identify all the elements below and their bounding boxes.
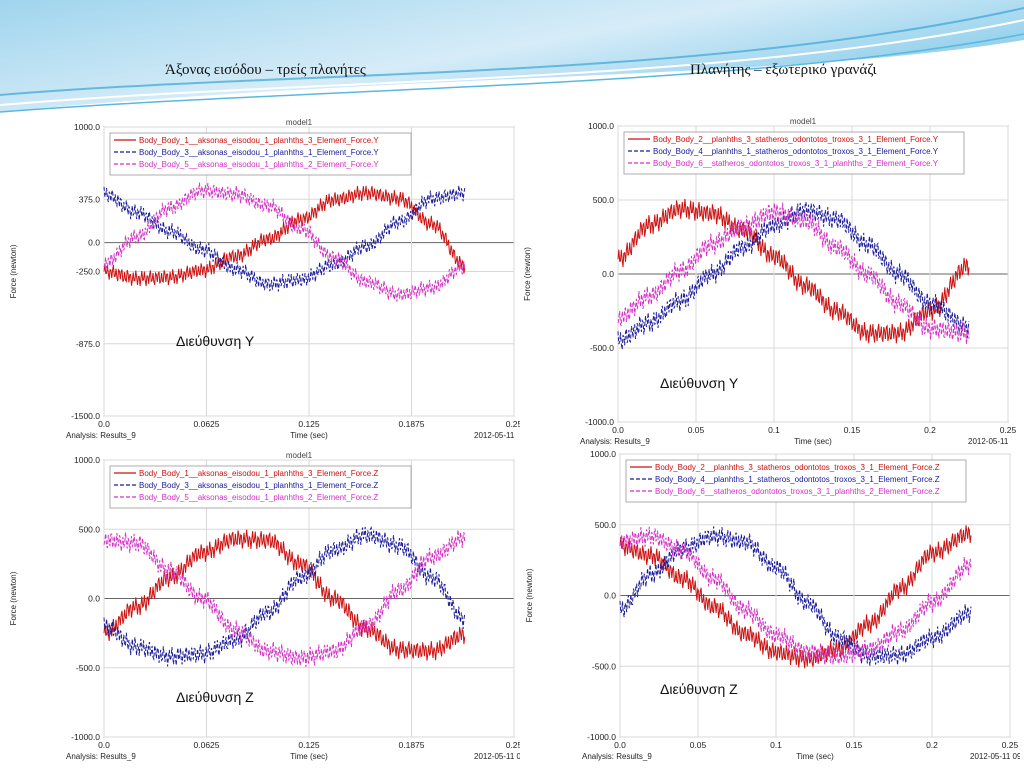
y-tick-label: -1000.0 xyxy=(587,732,616,742)
x-tick-label: 0.2 xyxy=(924,425,936,435)
series-line-1 xyxy=(617,198,970,344)
y-tick-label: 1000.0 xyxy=(588,121,614,131)
y-axis-label: Force (newton) xyxy=(525,568,534,622)
chart-title: model1 xyxy=(790,117,817,126)
x-tick-label: 0.05 xyxy=(688,425,705,435)
date-label: 2012-05-11 09 xyxy=(474,752,520,761)
slide-title-left: Άξονας εισόδου – τρείς πλανήτες xyxy=(165,62,366,78)
legend-entry: Body_Body_4__planhths_1_statheros_odonto… xyxy=(653,147,939,156)
x-tick-label: 0.0625 xyxy=(194,740,220,750)
analysis-label: Analysis: Results_9 xyxy=(66,752,136,761)
y-tick-label: -500.0 xyxy=(76,663,100,673)
y-tick-label: -500.0 xyxy=(592,661,616,671)
series-line-2 xyxy=(103,525,466,667)
legend-entry: Body_Body_6__statheros_odontotos_troxos_… xyxy=(653,159,939,168)
chart-title: model1 xyxy=(286,451,313,460)
y-tick-label: 500.0 xyxy=(79,524,101,534)
y-tick-label: -1000.0 xyxy=(585,417,614,427)
series-line-2 xyxy=(619,526,972,666)
x-tick-label: 0.0 xyxy=(98,419,110,429)
series-line-3 xyxy=(103,529,466,667)
y-tick-label: -250.0 xyxy=(76,267,100,277)
legend-entry: Body_Body_5__aksonas_eisodou_1_planhths_… xyxy=(139,493,378,502)
legend-box xyxy=(625,459,967,503)
series-line-3 xyxy=(103,182,466,302)
y-tick-label: 1000.0 xyxy=(74,455,100,465)
legend-box xyxy=(623,131,965,175)
legend-entry: Body_Body_3__aksonas_eisodou_1_planhths_… xyxy=(139,481,378,490)
direction-label: Διεύθυνση Ζ xyxy=(176,689,254,705)
y-tick-label: 0.0 xyxy=(602,269,614,279)
y-tick-label: -875.0 xyxy=(76,339,100,349)
analysis-label: Analysis: Results_9 xyxy=(582,752,652,761)
series-line-2 xyxy=(103,185,466,292)
x-tick-label: 0.25 xyxy=(506,740,520,750)
x-tick-label: 0.25 xyxy=(1002,740,1019,750)
legend-box xyxy=(109,132,412,176)
x-tick-label: 0.125 xyxy=(298,740,320,750)
analysis-label: Analysis: Results_9 xyxy=(66,431,136,440)
chart-title: model1 xyxy=(286,118,313,127)
y-tick-label: -1500.0 xyxy=(71,411,100,421)
direction-label: Διεύθυνση Υ xyxy=(660,375,739,391)
y-axis-label: Force (newton) xyxy=(9,571,18,625)
y-tick-label: 500.0 xyxy=(593,195,615,205)
y-tick-label: 0.0 xyxy=(88,594,100,604)
y-tick-label: 1000.0 xyxy=(590,449,616,459)
series-line-1 xyxy=(619,525,972,669)
date-label: 2012-05-11 xyxy=(968,437,1009,446)
x-tick-label: 0.0 xyxy=(614,740,626,750)
y-tick-label: 0.0 xyxy=(604,591,616,601)
direction-label: Διεύθυνση Ζ xyxy=(660,681,738,697)
x-tick-label: 0.2 xyxy=(926,740,938,750)
x-tick-label: 0.15 xyxy=(844,425,861,435)
legend-entry: Body_Body_1__aksonas_eisodou_1_planhths_… xyxy=(139,136,379,145)
chart-input-shaft-y: model11000.0375.00.0-250.0-875.0-1500.00… xyxy=(9,118,520,440)
legend-entry: Body_Body_2__planhths_3_statheros_odonto… xyxy=(655,463,940,472)
x-tick-label: 0.125 xyxy=(298,419,320,429)
x-axis-label: Time (sec) xyxy=(796,752,834,761)
series-line-1 xyxy=(103,185,466,287)
legend-entry: Body_Body_3__aksonas_eisodou_1_planhths_… xyxy=(139,148,379,157)
x-tick-label: 0.0625 xyxy=(194,419,220,429)
legend-entry: Body_Body_6__statheros_odontotos_troxos_… xyxy=(655,487,940,496)
x-tick-label: 0.25 xyxy=(1000,425,1017,435)
x-tick-label: 0.0 xyxy=(612,425,624,435)
slide-title-right: Πλανήτης – εξωτερικό γρανάζι xyxy=(690,62,877,78)
x-axis-label: Time (sec) xyxy=(794,437,832,446)
legend-box xyxy=(109,465,412,509)
x-tick-label: 0.1875 xyxy=(399,740,425,750)
y-tick-label: 1000.0 xyxy=(74,122,100,132)
slide-banner xyxy=(0,0,1024,113)
x-tick-label: 0.1875 xyxy=(399,419,425,429)
x-tick-label: 0.05 xyxy=(690,740,707,750)
series-line-3 xyxy=(619,526,972,665)
series-line-2 xyxy=(617,201,970,350)
y-axis-label: Force (newton) xyxy=(9,244,18,298)
x-tick-label: 0.1 xyxy=(768,425,780,435)
y-axis-label: Force (newton) xyxy=(523,247,532,301)
x-tick-label: 0.15 xyxy=(846,740,863,750)
x-tick-label: 0.25 xyxy=(506,419,520,429)
x-axis-label: Time (sec) xyxy=(290,752,328,761)
y-tick-label: 0.0 xyxy=(88,238,100,248)
y-tick-label: -500.0 xyxy=(590,343,614,353)
y-tick-label: 500.0 xyxy=(595,520,617,530)
x-tick-label: 0.1 xyxy=(770,740,782,750)
legend-entry: Body_Body_2__planhths_3_statheros_odonto… xyxy=(653,135,939,144)
legend-entry: Body_Body_1__aksonas_eisodou_1_planhths_… xyxy=(139,469,378,478)
analysis-label: Analysis: Results_9 xyxy=(580,437,650,446)
x-tick-label: 0.0 xyxy=(98,740,110,750)
date-label: 2012-05-11 xyxy=(474,431,515,440)
y-tick-label: -1000.0 xyxy=(71,732,100,742)
x-axis-label: Time (sec) xyxy=(290,431,328,440)
date-label: 2012-05-11 09 xyxy=(970,752,1020,761)
legend-entry: Body_Body_4__planhths_1_statheros_odonto… xyxy=(655,475,940,484)
direction-label: Διεύθυνση Υ xyxy=(176,333,255,349)
y-tick-label: 375.0 xyxy=(79,194,101,204)
legend-entry: Body_Body_5__aksonas_eisodou_1_planhths_… xyxy=(139,160,379,169)
